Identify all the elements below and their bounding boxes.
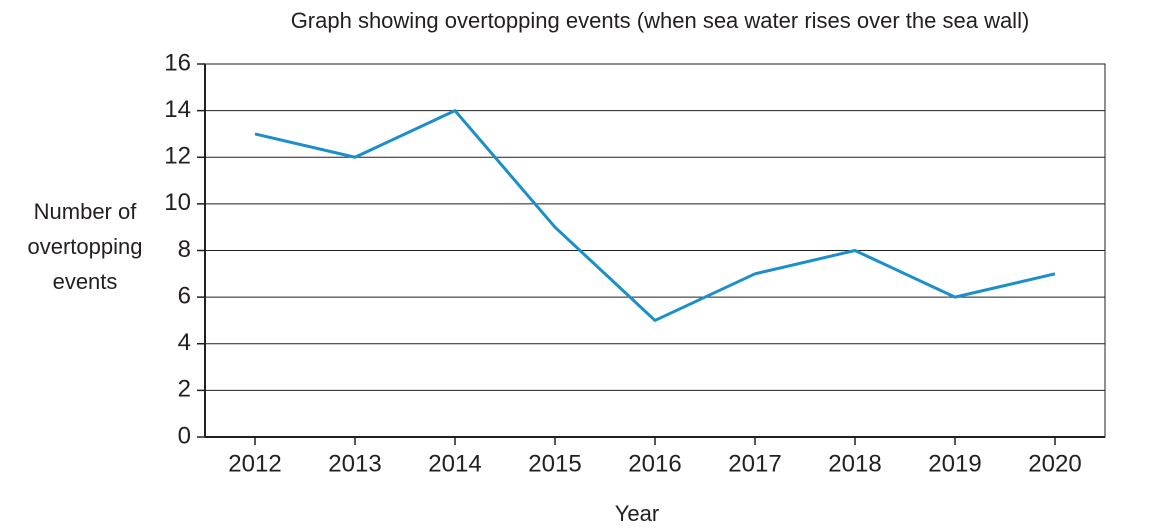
x-axis-label: Year (615, 501, 659, 526)
y-tick-label: 10 (164, 189, 191, 216)
x-tick-label: 2017 (728, 450, 781, 477)
y-tick-label: 14 (164, 96, 191, 123)
y-axis-label: events (53, 269, 118, 294)
series-line (254, 109, 1056, 322)
y-tick-label: 0 (178, 422, 191, 449)
y-tick-label: 6 (178, 282, 191, 309)
chart-title: Graph showing overtopping events (when s… (291, 8, 1030, 33)
y-tick-label: 2 (178, 376, 191, 403)
x-tick-label: 2018 (828, 450, 881, 477)
y-tick-label: 12 (164, 143, 191, 170)
x-tick-label: 2012 (228, 450, 281, 477)
y-axis-label: overtopping (28, 234, 143, 259)
x-tick-label: 2013 (328, 450, 381, 477)
x-tick-label: 2014 (428, 450, 481, 477)
y-tick-label: 4 (178, 329, 191, 356)
x-tick-label: 2016 (628, 450, 681, 477)
x-tick-label: 2020 (1028, 450, 1081, 477)
x-tick-label: 2015 (528, 450, 581, 477)
y-axis-label: Number of (34, 199, 138, 224)
y-tick-label: 8 (178, 236, 191, 263)
x-tick-label: 2019 (928, 450, 981, 477)
y-tick-label: 16 (164, 49, 191, 76)
